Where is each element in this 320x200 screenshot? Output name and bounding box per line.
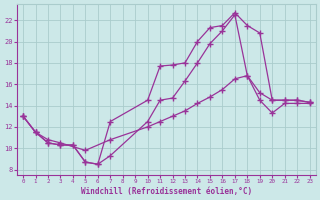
X-axis label: Windchill (Refroidissement éolien,°C): Windchill (Refroidissement éolien,°C) [81,187,252,196]
